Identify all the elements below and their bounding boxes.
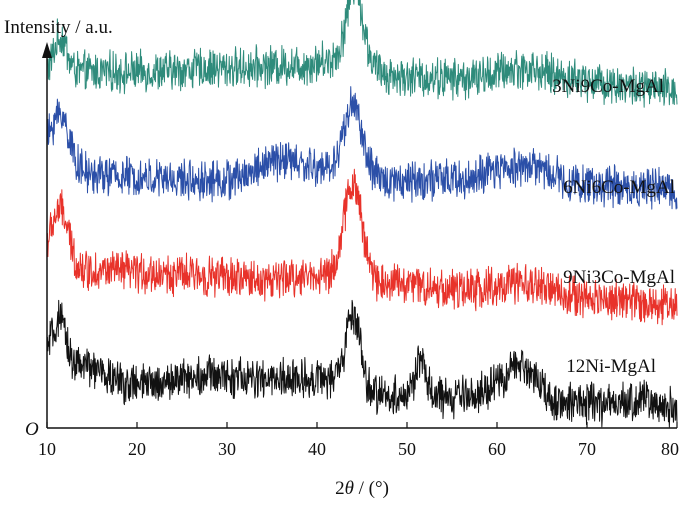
series-traces xyxy=(46,0,678,428)
x-axis-title-variable: θ xyxy=(345,478,354,499)
x-tick-label: 50 xyxy=(398,439,416,459)
x-axis-title-unit: / (°) xyxy=(354,478,389,499)
x-tick-label: 70 xyxy=(578,439,596,459)
x-axis-title: 2θ / (°) xyxy=(335,478,389,499)
x-ticks: 10 20 30 40 50 60 70 80 xyxy=(38,422,679,459)
x-tick-label: 40 xyxy=(308,439,326,459)
origin-label: O xyxy=(25,419,39,440)
y-axis-arrow xyxy=(42,42,52,58)
series-label-12ni: 12Ni-MgAl xyxy=(566,356,656,377)
x-tick-label: 30 xyxy=(218,439,236,459)
series-line-6ni6co-mgal xyxy=(46,86,678,210)
series-line-12ni-mgal xyxy=(46,299,678,428)
y-axis-title: Intensity / a.u. xyxy=(4,17,113,38)
x-tick-label: 20 xyxy=(128,439,146,459)
series-label-6ni6co: 6Ni6Co-MgAl xyxy=(563,177,675,198)
x-tick-label: 80 xyxy=(661,439,679,459)
x-tick-label: 10 xyxy=(38,439,56,459)
series-label-9ni3co: 9Ni3Co-MgAl xyxy=(563,267,675,288)
axes: 10 20 30 40 50 60 70 80 xyxy=(38,42,679,459)
x-axis-title-prefix: 2 xyxy=(335,478,345,499)
series-line-3ni9co-mgal xyxy=(46,0,678,108)
series-line-9ni3co-mgal xyxy=(46,168,678,326)
x-tick-label: 60 xyxy=(488,439,506,459)
series-label-3ni9co: 3Ni9Co-MgAl xyxy=(552,76,664,97)
